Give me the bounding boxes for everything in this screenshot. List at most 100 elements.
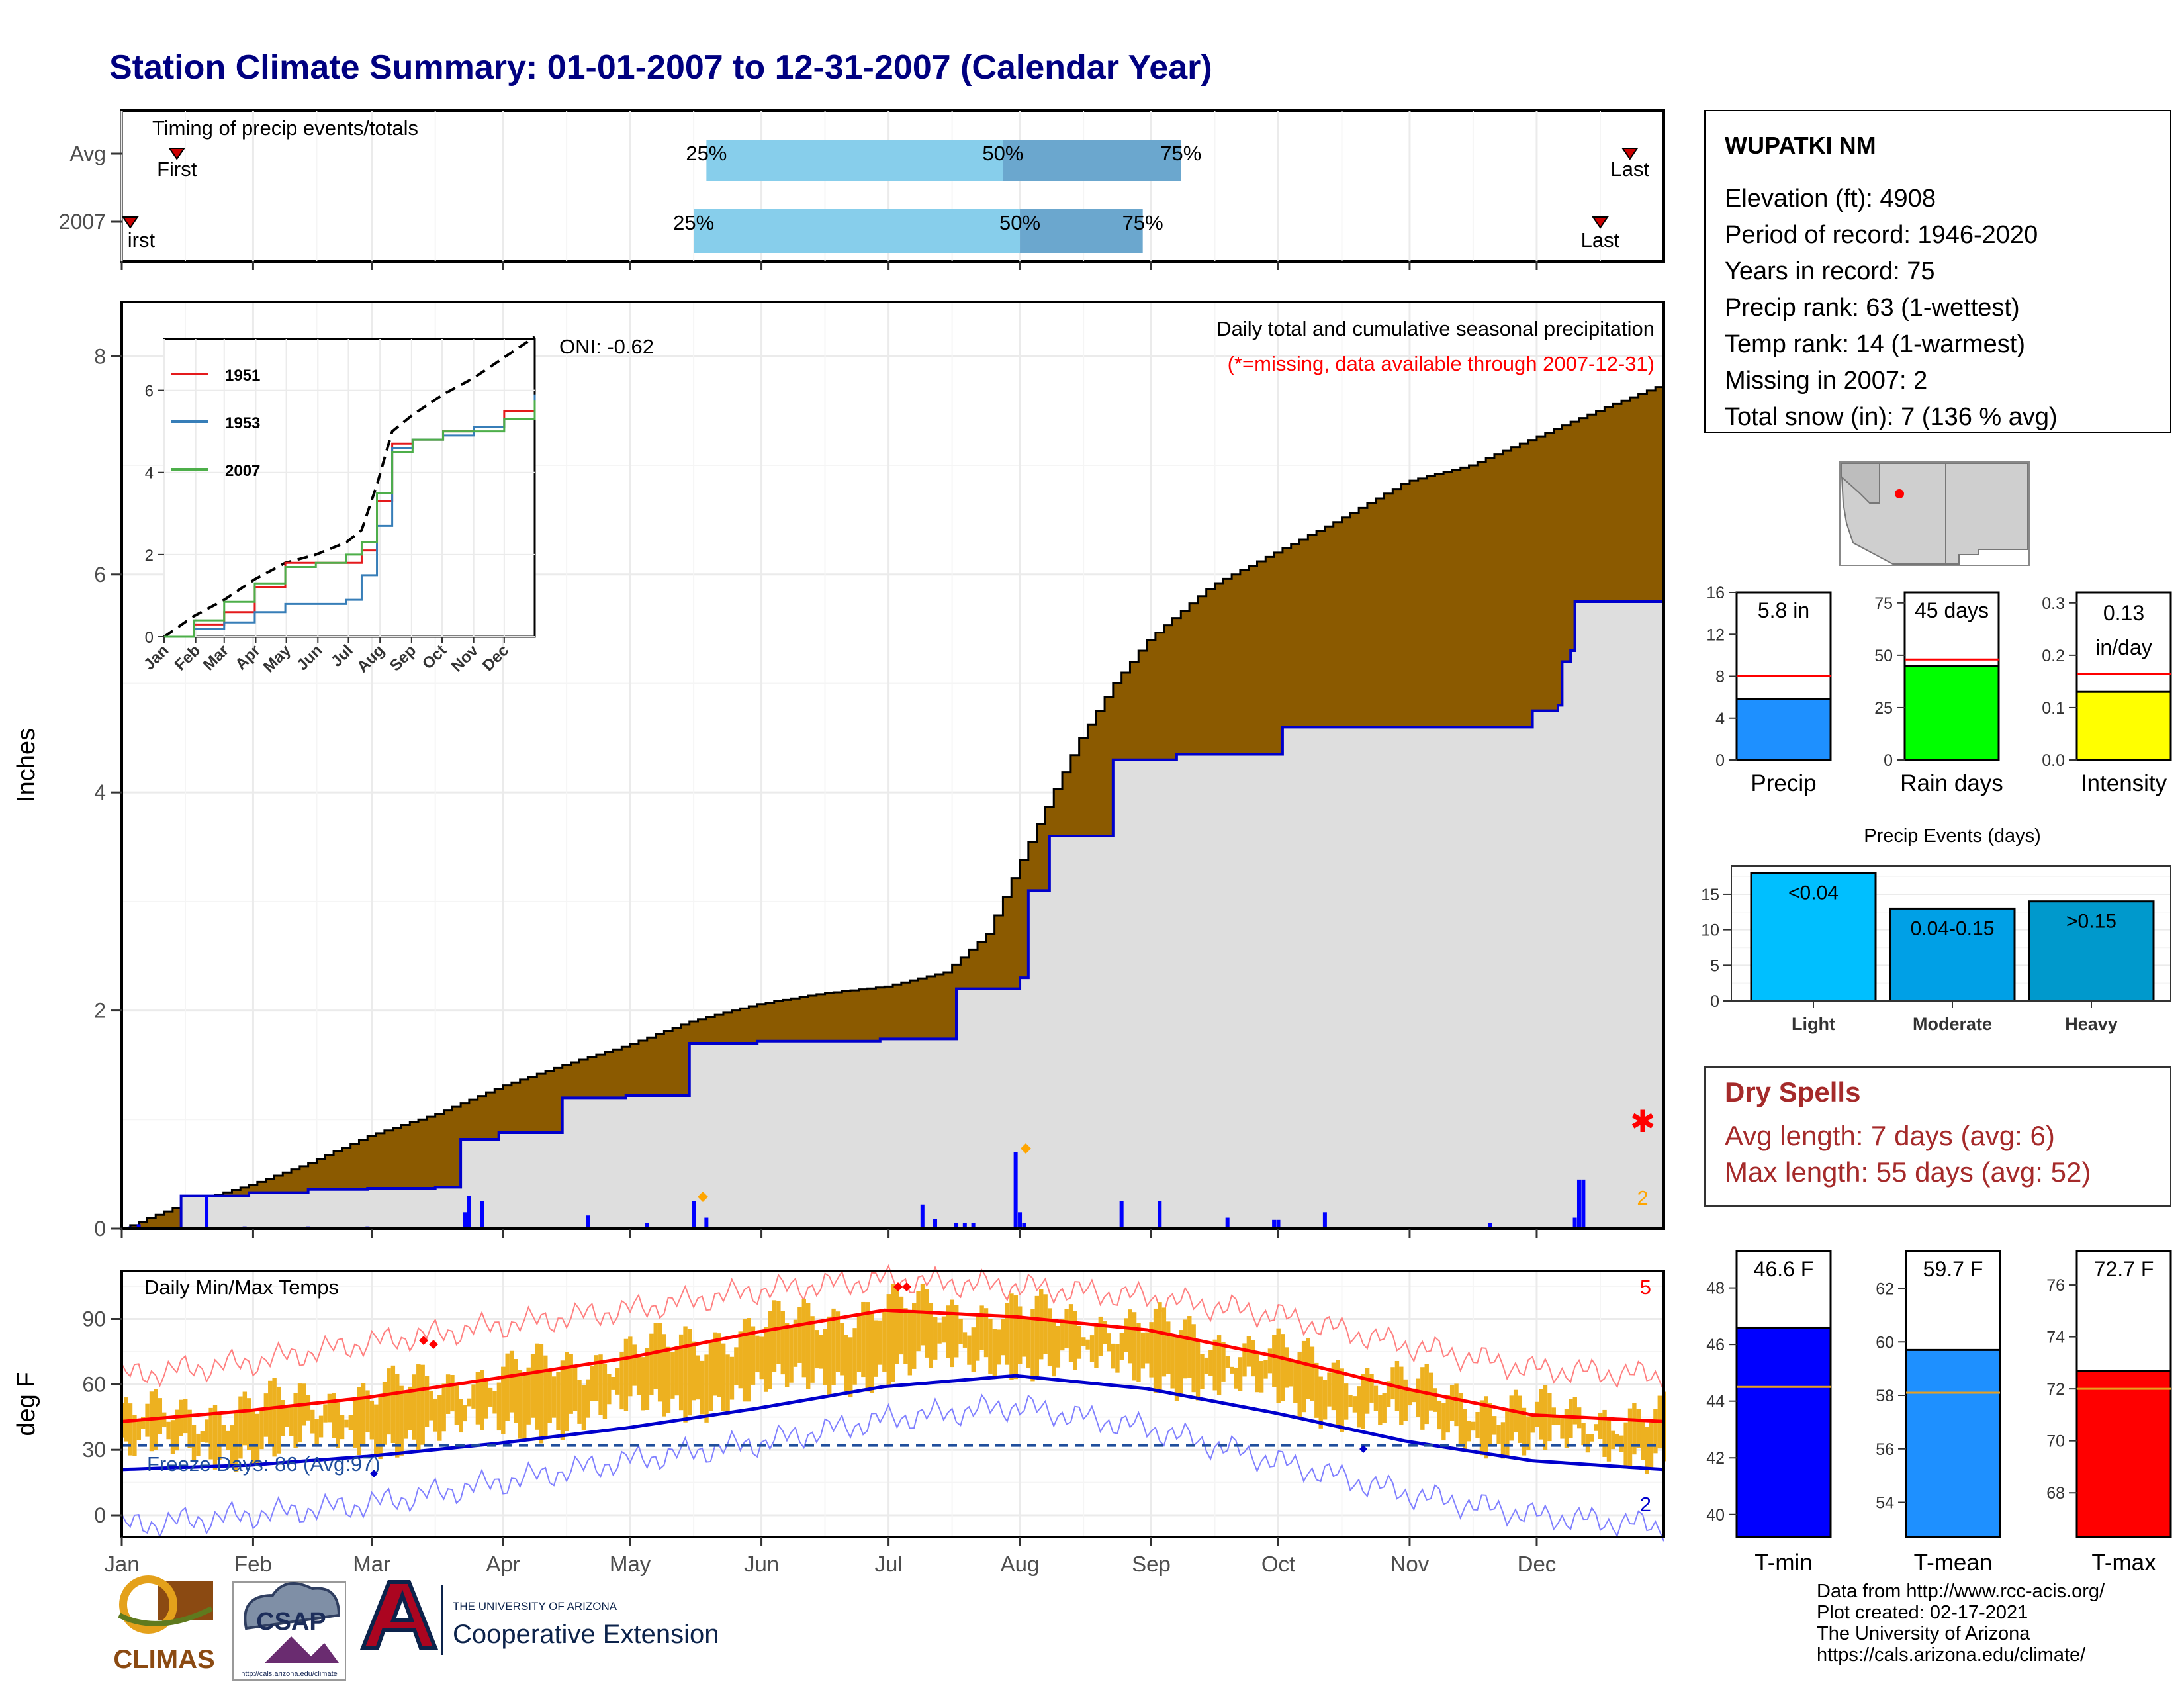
intensity-y-tick-label: 0.1 xyxy=(2042,699,2065,718)
daily-temp-bar xyxy=(831,1308,836,1385)
precip-heading: Daily total and cumulative seasonal prec… xyxy=(1216,317,1655,340)
2007-first-label: irst xyxy=(128,228,156,252)
daily-temp-bar xyxy=(1331,1362,1336,1411)
daily-temp-bar xyxy=(200,1431,205,1442)
daily-temp-bar xyxy=(590,1366,594,1401)
avg-iqr-dark-bar xyxy=(1003,140,1181,181)
daily-temp-bar xyxy=(560,1360,565,1440)
daily-temp-bar xyxy=(450,1374,455,1412)
daily-precip-bar xyxy=(645,1223,649,1229)
avg-q75-label: 75% xyxy=(1160,142,1201,165)
daily-precip-bar xyxy=(467,1196,471,1229)
daily-temp-bar xyxy=(1543,1385,1548,1450)
daily-temp-bar xyxy=(742,1319,747,1402)
locator-map xyxy=(1839,461,2030,566)
daily-temp-bar xyxy=(594,1355,599,1401)
dry-spells-box xyxy=(1704,1066,2171,1207)
daily-temp-bar xyxy=(895,1286,899,1364)
events-x-label: Heavy xyxy=(2065,1014,2118,1034)
temp-y-axis: 0 30 60 90 xyxy=(82,1307,122,1527)
temp-ylabel: deg F xyxy=(13,1372,40,1436)
daily-temp-bar xyxy=(1179,1330,1183,1394)
events-x-label: Light xyxy=(1792,1014,1835,1034)
daily-temp-bar xyxy=(696,1355,700,1400)
daily-temp-bar xyxy=(1492,1416,1497,1435)
daily-temp-bar xyxy=(1103,1321,1107,1344)
daily-temp-bar xyxy=(819,1335,823,1369)
temp-bar-y-tick-label: 54 xyxy=(1876,1494,1894,1513)
inset-legend-1953: 1953 xyxy=(225,414,260,432)
daily-temp-bar xyxy=(441,1383,446,1432)
daily-temp-bar xyxy=(1191,1324,1196,1393)
daily-temp-bar xyxy=(336,1402,340,1448)
daily-temp-bar xyxy=(962,1332,968,1348)
daily-temp-bar xyxy=(1373,1385,1379,1411)
daily-temp-bar xyxy=(1064,1309,1069,1349)
daily-temp-bar xyxy=(721,1343,726,1411)
temp-bar-chart-t-min: 46.6 F 40 42 44 46 48 T-min xyxy=(1706,1250,1832,1575)
daily-temp-bar xyxy=(1471,1421,1476,1431)
station-temp-rank: Temp rank: 14 (1-warmest) xyxy=(1725,330,2025,358)
daily-temp-bar xyxy=(615,1368,620,1395)
daily-temp-bar xyxy=(1208,1350,1213,1376)
intensity-y-tick-label: 0.2 xyxy=(2042,647,2065,665)
daily-precip-bars xyxy=(128,1152,1586,1229)
daily-temp-bar xyxy=(501,1366,506,1434)
csap-cloud xyxy=(244,1582,341,1630)
daily-temp-bar xyxy=(1412,1388,1416,1403)
daily-temp-bar xyxy=(1382,1393,1387,1423)
daily-temp-bar xyxy=(891,1284,895,1382)
daily-temp-bar xyxy=(238,1396,243,1459)
daily-temp-bar xyxy=(412,1374,417,1440)
daily-temp-bar xyxy=(1403,1379,1408,1421)
daily-temp-bar xyxy=(323,1404,328,1423)
temperature-bar-charts: 46.6 F 40 42 44 46 48 T-min 59.7 F 54 56 58 60 62 T-m… xyxy=(1706,1250,2172,1575)
events-y-tick-label: 10 xyxy=(1701,921,1719,940)
daily-temp-bar xyxy=(382,1382,387,1445)
precip-bar xyxy=(1735,698,1832,761)
intensity-label: Intensity xyxy=(2081,771,2167,796)
daily-temp-bar xyxy=(272,1378,277,1457)
daily-temp-bar xyxy=(1479,1400,1484,1456)
timing-row-2007: 2007 xyxy=(59,210,106,234)
daily-temp-bar xyxy=(1009,1293,1014,1380)
intensity-y-tick-label: 0.3 xyxy=(2042,594,2065,613)
month-label: Dec xyxy=(1518,1552,1557,1576)
climas-sun xyxy=(119,1575,177,1634)
precip-y-tick-label: 8 xyxy=(1715,668,1725,686)
daily-temp-bar xyxy=(1216,1335,1222,1395)
daily-precip-bar xyxy=(920,1204,925,1229)
temp-bar-label: T-min xyxy=(1754,1550,1813,1575)
daily-precip-bar xyxy=(971,1223,976,1229)
daily-temp-bar xyxy=(1564,1409,1569,1448)
precip-events-chart: Precip Events (days) <0.04 0.04-0.15 >0.15… xyxy=(1701,825,2171,1034)
daily-temp-bar xyxy=(1085,1339,1090,1350)
ua-small-text: THE UNIVERSITY OF ARIZONA xyxy=(453,1600,617,1613)
avg-last-marker xyxy=(1621,148,1639,160)
daily-temp-bar xyxy=(226,1430,230,1450)
daily-temp-bar xyxy=(1183,1319,1188,1379)
daily-temp-bar xyxy=(565,1352,569,1432)
daily-temp-bar xyxy=(1052,1321,1056,1377)
daily-temp-bar xyxy=(149,1391,154,1452)
month-label: Feb xyxy=(234,1552,272,1576)
daily-temp-bar xyxy=(1488,1403,1492,1445)
daily-temp-bar xyxy=(692,1341,696,1401)
map-new-mexico xyxy=(1945,463,2028,565)
daily-temp-bar xyxy=(221,1425,226,1447)
daily-temp-bar xyxy=(340,1415,345,1440)
map-nevada-utah xyxy=(1841,463,1880,504)
daily-precip-bar xyxy=(1119,1201,1124,1229)
daily-temp-bar xyxy=(505,1353,510,1421)
daily-temp-bar xyxy=(289,1404,294,1436)
avg-max-line xyxy=(121,1308,1664,1423)
footer-url: https://cals.arizona.edu/climate/ xyxy=(1817,1644,2086,1665)
daily-temp-bar xyxy=(886,1294,891,1385)
footer: Data from http://www.rcc-acis.org/ Plot … xyxy=(1817,1581,2105,1665)
timing-panel: Timing of precip events/totals Avg 2007 … xyxy=(59,109,1665,270)
daily-temp-bar xyxy=(1276,1328,1281,1403)
record-max-line xyxy=(121,1264,1664,1391)
record-min-marker-oct xyxy=(1359,1445,1367,1453)
daily-temp-bar xyxy=(946,1305,950,1358)
avg-first-label: First xyxy=(157,158,197,181)
